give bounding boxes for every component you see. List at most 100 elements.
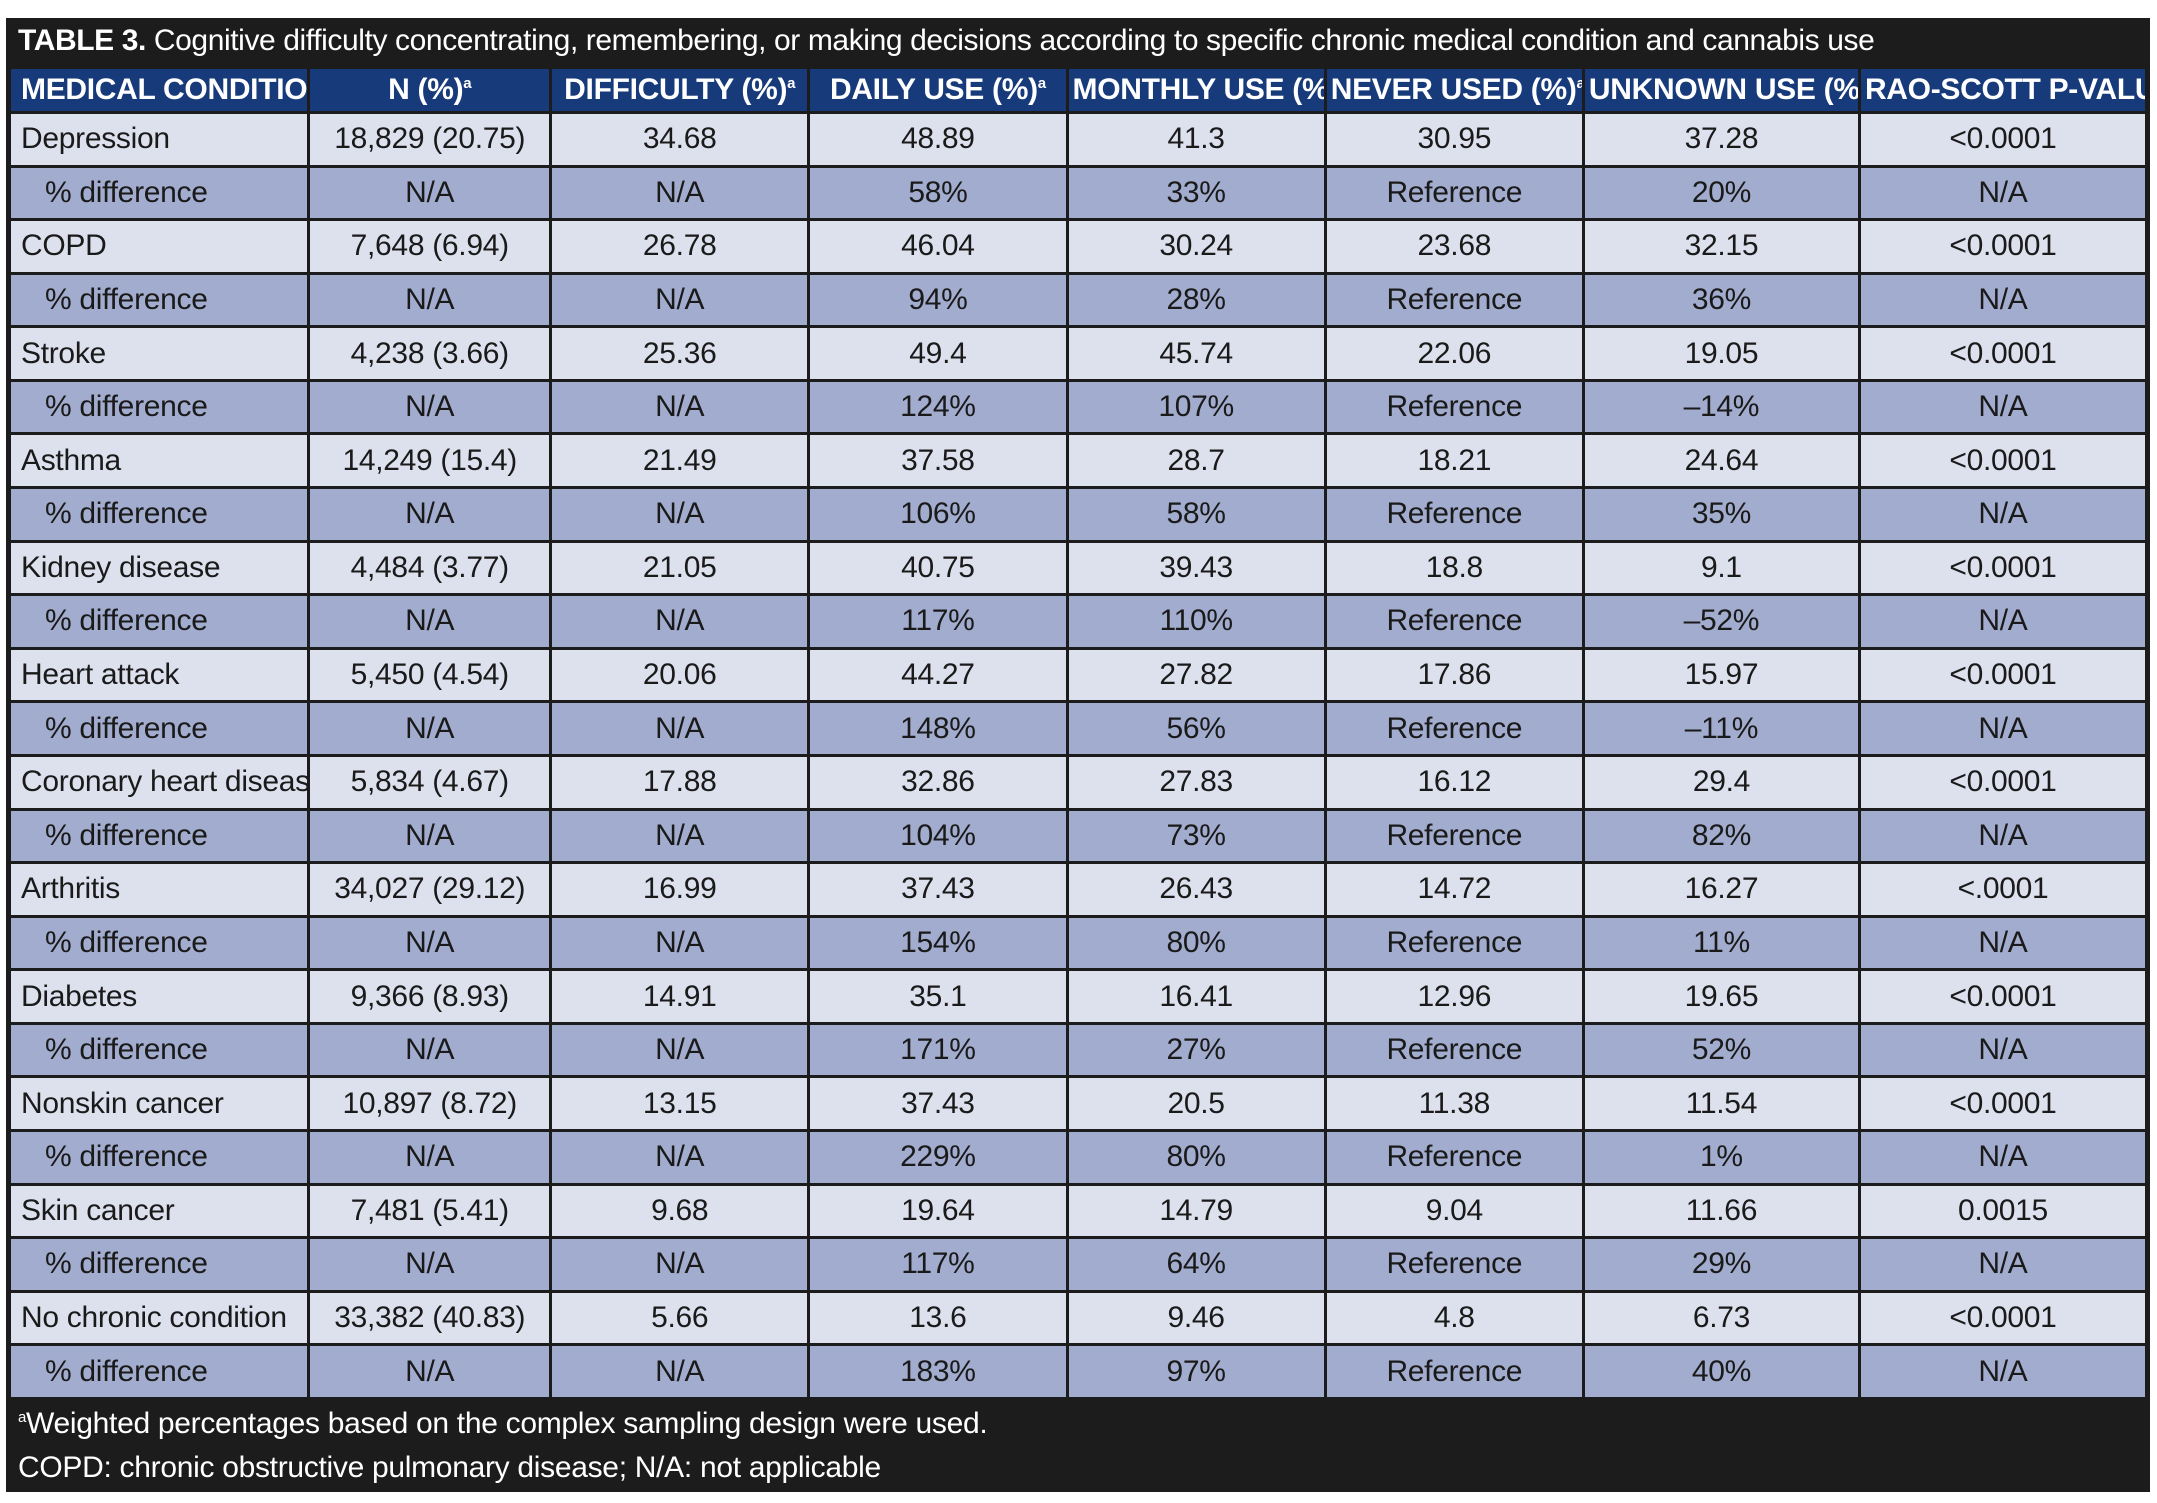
row-label: % difference bbox=[11, 274, 308, 326]
table-cell: 17.88 bbox=[552, 756, 808, 808]
table-cell: 1% bbox=[1584, 1131, 1858, 1183]
row-label: Nonskin cancer bbox=[11, 1078, 308, 1129]
table-cell: N/A bbox=[552, 1346, 808, 1397]
condition-row: Arthritis 34,027 (29.12) 16.99 37.43 26.43 14… bbox=[11, 864, 2145, 915]
table-cell: 7,481 (5.41) bbox=[310, 1185, 550, 1237]
table-cell: 26.78 bbox=[552, 221, 808, 272]
table-cell: 4.8 bbox=[1326, 1292, 1582, 1344]
table-cell: N/A bbox=[1860, 703, 2145, 754]
table-cell: 40.75 bbox=[810, 542, 1066, 594]
table-cell: 14,249 (15.4) bbox=[310, 435, 550, 487]
table-cell: N/A bbox=[1860, 1131, 2145, 1183]
column-header: NEVER USED (%)a bbox=[1326, 69, 1582, 111]
table-cell: 80% bbox=[1068, 1131, 1324, 1183]
table-cell: 16.99 bbox=[552, 864, 808, 915]
footnote-marker: a bbox=[18, 1409, 27, 1426]
row-label: % difference bbox=[11, 1346, 308, 1397]
row-label: % difference bbox=[11, 489, 308, 540]
table-cell: 14.91 bbox=[552, 971, 808, 1022]
condition-row: No chronic condition 33,382 (40.83) 5.66 13… bbox=[11, 1292, 2145, 1344]
column-header: DAILY USE (%)a bbox=[810, 69, 1066, 111]
row-label: % difference bbox=[11, 810, 308, 862]
difference-row: % difference N/A N/A 124% 107% Reference –14% N… bbox=[11, 381, 2145, 433]
table-cell: Reference bbox=[1326, 489, 1582, 540]
row-label: Kidney disease bbox=[11, 542, 308, 594]
difference-row: % difference N/A N/A 94% 28% Reference 36% N/A bbox=[11, 274, 2145, 326]
table-cell: 27.83 bbox=[1068, 756, 1324, 808]
table-cell: Reference bbox=[1326, 167, 1582, 219]
table-cell: 32.86 bbox=[810, 756, 1066, 808]
difference-row: % difference N/A N/A 154% 80% Reference 11% N/A bbox=[11, 917, 2145, 969]
table-cell: N/A bbox=[1860, 1024, 2145, 1076]
row-label: Depression bbox=[11, 114, 308, 165]
table-cell: 12.96 bbox=[1326, 971, 1582, 1022]
table-cell: <0.0001 bbox=[1860, 649, 2145, 701]
table-cell: 110% bbox=[1068, 596, 1324, 647]
condition-row: COPD 7,648 (6.94) 26.78 46.04 30.24 23.68 32.1… bbox=[11, 221, 2145, 272]
condition-row: Kidney disease 4,484 (3.77) 21.05 40.75 39.4… bbox=[11, 542, 2145, 594]
difference-row: % difference N/A N/A 183% 97% Reference 40% N/A bbox=[11, 1346, 2145, 1397]
table-cell: 13.15 bbox=[552, 1078, 808, 1129]
table-cell: 13.6 bbox=[810, 1292, 1066, 1344]
table-cell: 9.46 bbox=[1068, 1292, 1324, 1344]
condition-row: Asthma 14,249 (15.4) 21.49 37.58 28.7 18.21 24… bbox=[11, 435, 2145, 487]
table-cell: 20.5 bbox=[1068, 1078, 1324, 1129]
footnote-weighted: aWeighted percentages based on the compl… bbox=[18, 1402, 2138, 1446]
table-cell: <0.0001 bbox=[1860, 756, 2145, 808]
table-cell: 11.54 bbox=[1584, 1078, 1858, 1129]
table-cell: 36% bbox=[1584, 274, 1858, 326]
row-label: % difference bbox=[11, 167, 308, 219]
table-cell: N/A bbox=[1860, 1346, 2145, 1397]
condition-row: Stroke 4,238 (3.66) 25.36 49.4 45.74 22.06 19.… bbox=[11, 328, 2145, 379]
condition-row: Nonskin cancer 10,897 (8.72) 13.15 37.43 20.… bbox=[11, 1078, 2145, 1129]
footnote-weighted-text: Weighted percentages based on the comple… bbox=[26, 1407, 988, 1440]
table-cell: 35.1 bbox=[810, 971, 1066, 1022]
table-cell: N/A bbox=[1860, 274, 2145, 326]
table-cell: N/A bbox=[552, 810, 808, 862]
table-cell: 19.64 bbox=[810, 1185, 1066, 1237]
table-cell: 5,834 (4.67) bbox=[310, 756, 550, 808]
difference-row: % difference N/A N/A 117% 110% Reference –52% N… bbox=[11, 596, 2145, 647]
difference-row: % difference N/A N/A 148% 56% Reference –11% N/… bbox=[11, 703, 2145, 754]
table-cell: 183% bbox=[810, 1346, 1066, 1397]
column-header-text: MEDICAL CONDITION bbox=[21, 73, 308, 106]
table-cell: 9.1 bbox=[1584, 542, 1858, 594]
table-cell: N/A bbox=[552, 596, 808, 647]
table-cell: 107% bbox=[1068, 381, 1324, 433]
table-cell: 41.3 bbox=[1068, 114, 1324, 165]
row-label: % difference bbox=[11, 381, 308, 433]
table-cell: 14.72 bbox=[1326, 864, 1582, 915]
condition-row: Depression 18,829 (20.75) 34.68 48.89 41.3 30… bbox=[11, 114, 2145, 165]
table-cell: 19.05 bbox=[1584, 328, 1858, 379]
table-cell: 97% bbox=[1068, 1346, 1324, 1397]
column-header: RAO-SCOTT P-VALUE bbox=[1860, 69, 2145, 111]
table-cell: 106% bbox=[810, 489, 1066, 540]
table-cell: 7,648 (6.94) bbox=[310, 221, 550, 272]
table-cell: N/A bbox=[310, 381, 550, 433]
table-cell: 82% bbox=[1584, 810, 1858, 862]
table-cell: 11.38 bbox=[1326, 1078, 1582, 1129]
table-cell: 171% bbox=[810, 1024, 1066, 1076]
column-header: UNKNOWN USE (%)a bbox=[1584, 69, 1858, 111]
condition-row: Coronary heart disease 5,834 (4.67) 17.88 3… bbox=[11, 756, 2145, 808]
table-body: Depression 18,829 (20.75) 34.68 48.89 41.3 30… bbox=[11, 114, 2145, 1397]
table-cell: 17.86 bbox=[1326, 649, 1582, 701]
table-cell: 40% bbox=[1584, 1346, 1858, 1397]
table-cell: N/A bbox=[552, 917, 808, 969]
table-cell: Reference bbox=[1326, 1346, 1582, 1397]
table-cell: 117% bbox=[810, 1239, 1066, 1290]
table-cell: 25.36 bbox=[552, 328, 808, 379]
table-cell: 9,366 (8.93) bbox=[310, 971, 550, 1022]
table-cell: Reference bbox=[1326, 1024, 1582, 1076]
difference-row: % difference N/A N/A 117% 64% Reference 29% N/A bbox=[11, 1239, 2145, 1290]
table-cell: 28% bbox=[1068, 274, 1324, 326]
table-cell: 20.06 bbox=[552, 649, 808, 701]
table-cell: 39.43 bbox=[1068, 542, 1324, 594]
header-row: MEDICAL CONDITION N (%)a DIFFICULTY (%)a DA… bbox=[11, 69, 2145, 111]
table-cell: N/A bbox=[310, 810, 550, 862]
table-cell: <0.0001 bbox=[1860, 221, 2145, 272]
table-cell: 18,829 (20.75) bbox=[310, 114, 550, 165]
footnote-marker: a bbox=[1576, 75, 1582, 92]
table-cell: Reference bbox=[1326, 1131, 1582, 1183]
table-cell: 124% bbox=[810, 381, 1066, 433]
